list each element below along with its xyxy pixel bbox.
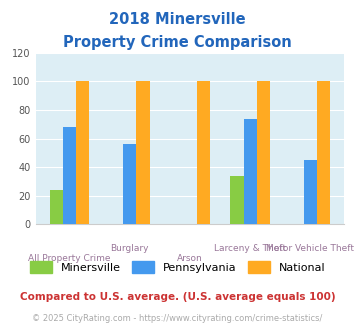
Bar (244, 118, 257, 224)
Text: Property Crime Comparison: Property Crime Comparison (63, 35, 292, 50)
Bar (304, 160, 317, 224)
Legend: Minersville, Pennsylvania, National: Minersville, Pennsylvania, National (26, 258, 329, 276)
Bar (317, 82, 330, 224)
Text: All Property Crime: All Property Crime (28, 254, 111, 263)
Bar (76, 82, 89, 224)
Bar (197, 82, 210, 224)
Text: Motor Vehicle Theft: Motor Vehicle Theft (267, 245, 354, 253)
Bar (63, 127, 76, 224)
Bar (230, 176, 244, 224)
Bar (123, 144, 136, 224)
Text: © 2025 CityRating.com - https://www.cityrating.com/crime-statistics/: © 2025 CityRating.com - https://www.city… (32, 314, 323, 323)
Bar (257, 82, 270, 224)
Bar (50, 190, 63, 224)
Text: Burglary: Burglary (110, 245, 149, 253)
Bar (136, 82, 149, 224)
Text: Larceny & Theft: Larceny & Theft (214, 245, 286, 253)
Text: Arson: Arson (177, 254, 203, 263)
Text: Compared to U.S. average. (U.S. average equals 100): Compared to U.S. average. (U.S. average … (20, 292, 335, 302)
Text: 2018 Minersville: 2018 Minersville (109, 12, 246, 26)
